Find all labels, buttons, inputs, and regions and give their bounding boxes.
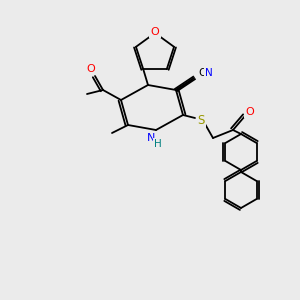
Text: O: O — [151, 27, 159, 37]
Text: S: S — [197, 113, 205, 127]
Text: H: H — [154, 139, 162, 149]
Text: N: N — [147, 133, 155, 143]
Text: C: C — [198, 68, 206, 78]
Text: N: N — [205, 68, 213, 78]
Text: O: O — [246, 107, 254, 117]
Text: O: O — [87, 64, 95, 74]
